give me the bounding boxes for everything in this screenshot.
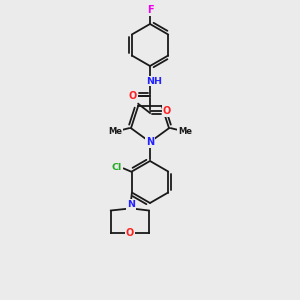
Text: Me: Me bbox=[108, 127, 122, 136]
Text: N: N bbox=[146, 137, 154, 147]
Text: O: O bbox=[163, 106, 171, 116]
Text: Me: Me bbox=[178, 127, 192, 136]
Text: F: F bbox=[147, 5, 153, 15]
Text: O: O bbox=[129, 91, 137, 101]
Text: O: O bbox=[126, 227, 134, 238]
Text: Cl: Cl bbox=[112, 163, 122, 172]
Text: N: N bbox=[127, 200, 135, 209]
Text: NH: NH bbox=[146, 76, 162, 85]
